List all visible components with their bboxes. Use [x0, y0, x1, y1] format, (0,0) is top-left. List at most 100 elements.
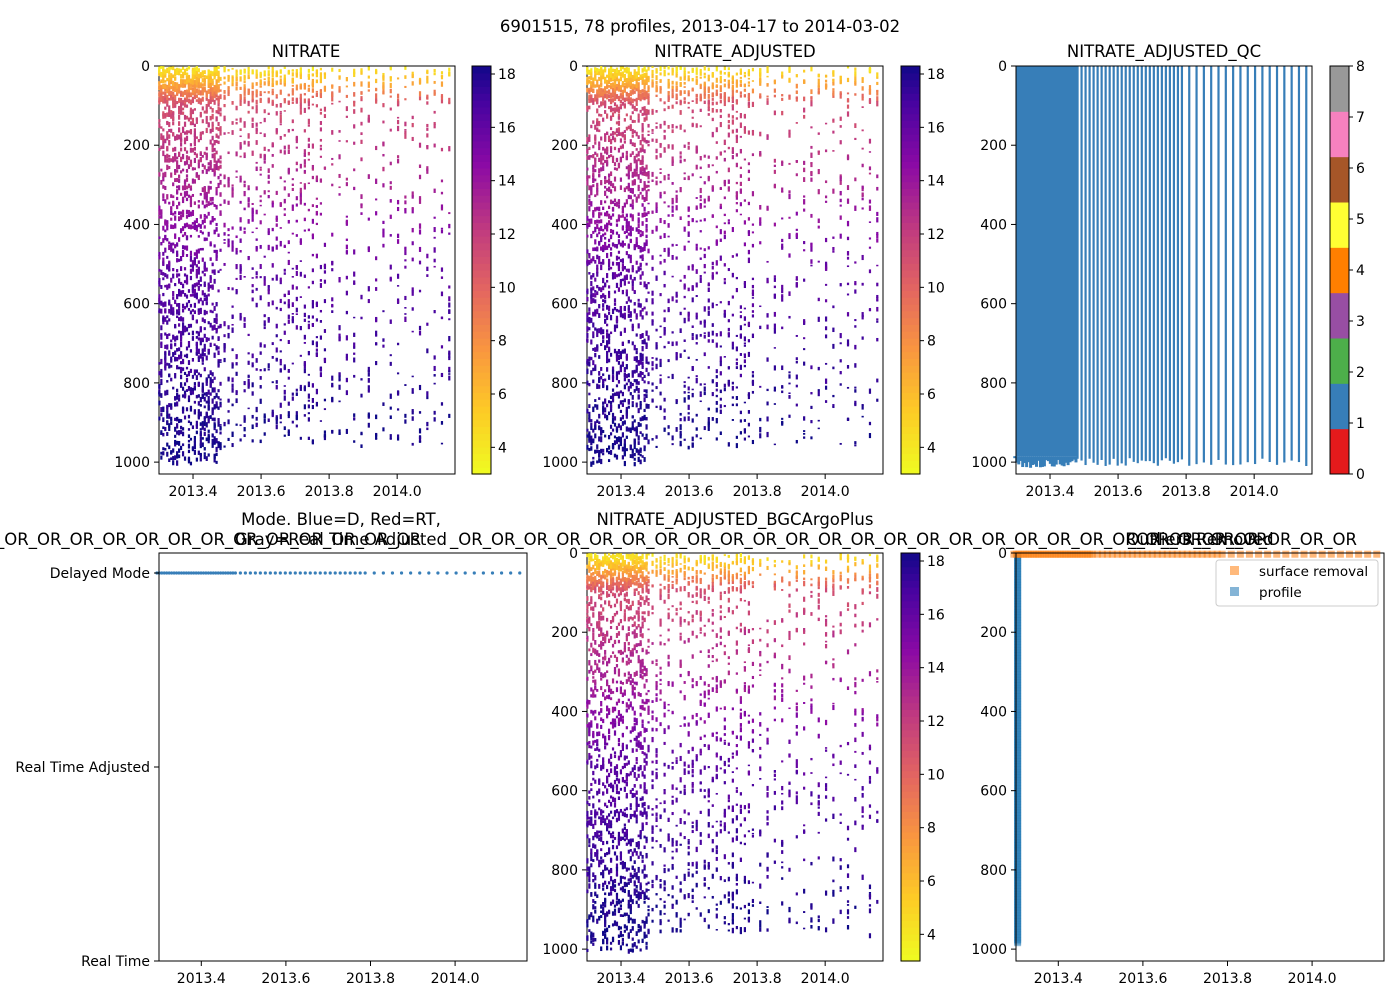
colorbar-segment: [472, 344, 491, 353]
heatmap-cell: [209, 257, 212, 261]
heatmap-cell: [166, 451, 169, 457]
heatmap-cell: [643, 117, 646, 122]
heatmap-cell: [203, 347, 206, 352]
heatmap-cell: [307, 286, 310, 289]
heatmap-cell: [619, 306, 623, 309]
heatmap-cell: [189, 421, 193, 426]
heatmap-cell: [607, 311, 611, 315]
heatmap-cell: [203, 281, 206, 286]
heatmap-cell: [189, 195, 193, 201]
heatmap-cell: [655, 126, 658, 129]
heatmap-cell: [659, 358, 662, 363]
heatmap-cell: [259, 93, 262, 97]
heatmap-cell: [176, 365, 179, 370]
heatmap-cell: [659, 261, 662, 265]
heatmap-cell: [172, 273, 175, 279]
heatmap-cell: [619, 185, 623, 190]
heatmap-cell: [213, 423, 216, 429]
heatmap-cell: [590, 446, 593, 451]
heatmap-cell: [607, 79, 611, 85]
heatmap-cell: [239, 128, 242, 132]
heatmap-cell: [667, 341, 670, 344]
heatmap-cell: [382, 84, 385, 90]
heatmap-cell: [647, 109, 650, 115]
heatmap-cell: [639, 359, 642, 365]
heatmap-cell: [613, 176, 617, 182]
heatmap-cell: [659, 191, 662, 197]
heatmap-cell: [201, 106, 204, 111]
colorbar-segment: [472, 263, 491, 271]
heatmap-cell: [645, 92, 648, 96]
heatmap-cell: [433, 374, 436, 377]
heatmap-cell: [166, 104, 169, 107]
heatmap-cell: [615, 351, 619, 356]
heatmap-cell: [687, 145, 690, 150]
heatmap-cell: [389, 128, 392, 132]
heatmap-cell: [426, 145, 429, 150]
heatmap-cell: [189, 387, 193, 391]
heatmap-cell: [631, 98, 634, 104]
heatmap-cell: [181, 198, 185, 204]
heatmap-cell: [715, 66, 718, 72]
heatmap-cell: [239, 101, 242, 106]
heatmap-cell: [193, 369, 196, 374]
heatmap-cell: [164, 88, 167, 92]
heatmap-cell: [639, 274, 642, 280]
heatmap-cell: [623, 438, 626, 444]
heatmap-cell: [215, 452, 218, 457]
heatmap-cell: [433, 123, 436, 129]
heatmap-cell: [345, 140, 348, 143]
heatmap-cell: [617, 354, 621, 361]
heatmap-cell: [687, 416, 690, 421]
heatmap-cell: [433, 80, 436, 84]
heatmap-cell: [201, 83, 204, 87]
heatmap-cell: [353, 418, 356, 421]
heatmap-cell: [592, 286, 595, 291]
heatmap-cell: [645, 164, 648, 170]
heatmap-cell: [283, 426, 286, 431]
heatmap-cell: [411, 208, 414, 214]
heatmap-cell: [631, 267, 634, 273]
heatmap-cell: [675, 399, 678, 403]
heatmap-cell: [251, 150, 254, 156]
heatmap-cell: [345, 428, 348, 434]
heatmap-cell: [604, 299, 607, 304]
heatmap-cell: [715, 437, 718, 441]
heatmap-cell: [303, 304, 306, 309]
heatmap-cell: [602, 335, 605, 339]
heatmap-cell: [164, 358, 167, 364]
heatmap-cell: [187, 370, 191, 377]
heatmap-cell: [619, 138, 623, 143]
colorbar-segment: [472, 399, 491, 407]
heatmap-cell: [426, 94, 429, 100]
heatmap-cell: [647, 97, 650, 103]
heatmap-cell: [611, 420, 615, 424]
heatmap-cell: [645, 311, 648, 316]
heatmap-cell: [594, 293, 597, 298]
heatmap-cell: [217, 418, 220, 424]
heatmap-cell: [303, 183, 306, 187]
heatmap-cell: [195, 172, 198, 177]
heatmap-cell: [187, 344, 191, 348]
heatmap-cell: [635, 82, 638, 89]
heatmap-cell: [275, 384, 278, 390]
heatmap-cell: [193, 261, 196, 266]
heatmap-cell: [227, 228, 230, 232]
heatmap-cell: [367, 114, 370, 118]
heatmap-cell: [609, 215, 613, 220]
heatmap-cell: [586, 137, 589, 142]
heatmap-cell: [191, 336, 195, 339]
y-tick-label: 200: [123, 138, 150, 154]
heatmap-cell: [211, 108, 214, 113]
heatmap-cell: [367, 83, 370, 88]
heatmap-cell: [160, 382, 163, 386]
heatmap-cell: [609, 395, 613, 400]
heatmap-cell: [602, 98, 605, 102]
heatmap-cell: [426, 133, 429, 138]
panel-title-nitrate: NITRATE: [272, 42, 341, 61]
heatmap-cell: [353, 332, 356, 337]
heatmap-cell: [193, 74, 196, 80]
heatmap-cell: [659, 98, 662, 102]
heatmap-cell: [267, 77, 270, 83]
heatmap-cell: [164, 352, 167, 357]
